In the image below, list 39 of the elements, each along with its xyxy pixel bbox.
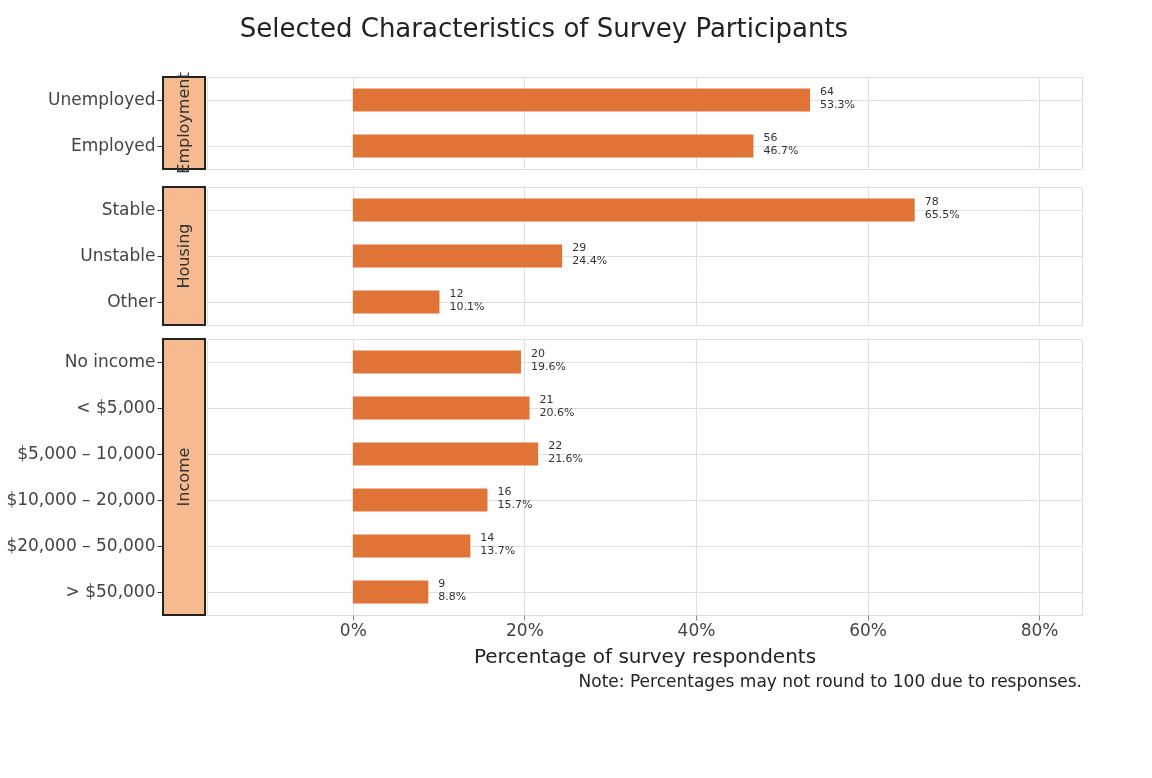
data-label: 78 65.5% (924, 195, 960, 221)
text: Housing (174, 223, 193, 289)
y-tick-label: $5,000 – 10,000 (17, 443, 156, 463)
data-label: 22 21.6% (548, 439, 584, 465)
bar (352, 534, 471, 558)
text: Note: Percentages may not round to 100 due to responses. (578, 671, 1082, 691)
text: Employment (174, 72, 193, 174)
y-tick-label: $20,000 – 50,000 (6, 535, 156, 555)
data-label: 16 15.7% (497, 485, 533, 511)
x-tick-label: 0% (339, 619, 367, 640)
x-tick-label: 80% (1020, 619, 1059, 640)
y-tick-label: > $50,000 (65, 581, 156, 601)
y-tick-label: Employed (70, 135, 156, 155)
y-tick-label: $10,000 – 20,000 (6, 489, 156, 509)
bar (352, 350, 521, 374)
y-tick-label: Unstable (80, 245, 156, 265)
y-tick-label: Unemployed (48, 89, 156, 109)
text: Income (174, 447, 193, 507)
x-tick-label: 60% (849, 619, 887, 640)
data-label: 56 46.7% (763, 131, 799, 157)
y-tick-label: < $5,000 (76, 397, 156, 417)
bar (352, 442, 539, 466)
chart-title: Selected Characteristics of Survey Participants (239, 12, 849, 43)
bar (352, 396, 530, 420)
x-axis-title: Percentage of survey respondents (473, 643, 817, 668)
bar (352, 580, 429, 604)
x-tick-label: 40% (677, 619, 716, 640)
y-tick-label: No income (64, 351, 156, 371)
x-tick-label: 20% (506, 619, 544, 640)
data-label: 29 24.4% (572, 241, 608, 267)
data-label: 9 8.8% (438, 577, 467, 603)
data-label: 64 53.3% (820, 85, 856, 111)
y-tick-label: Stable (101, 199, 156, 219)
data-label: 12 10.1% (449, 287, 485, 313)
bar (352, 488, 488, 512)
data-label: 21 20.6% (539, 393, 575, 419)
data-label: 14 13.7% (480, 531, 516, 557)
y-tick-label: Other (107, 291, 156, 311)
data-label: 20 19.6% (530, 347, 566, 373)
